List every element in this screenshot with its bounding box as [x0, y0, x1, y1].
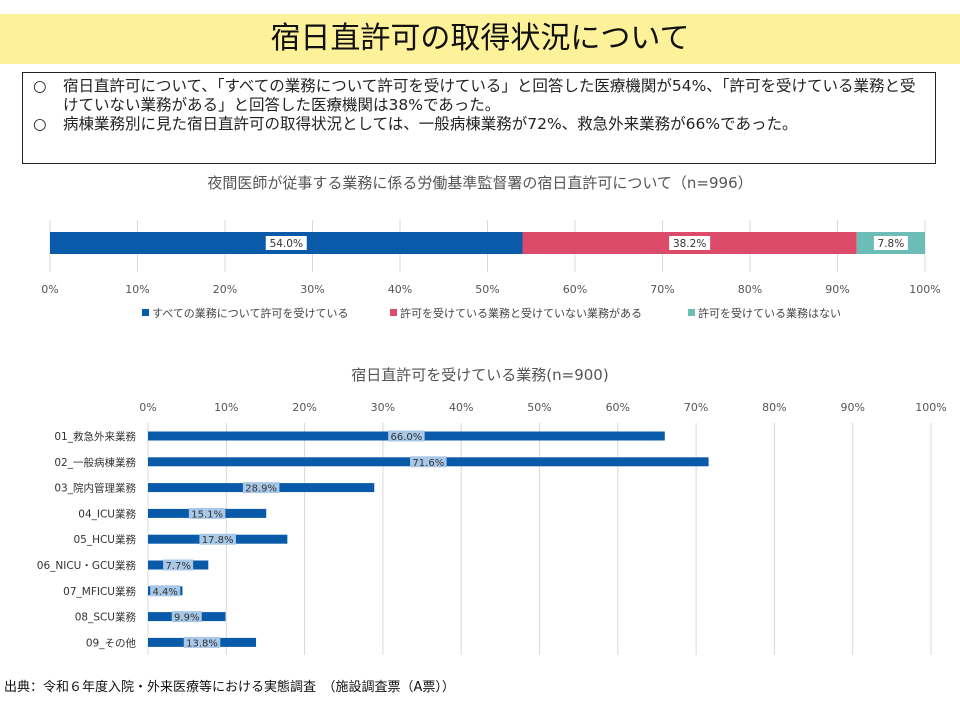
- chart1-legend-swatch: [688, 309, 695, 316]
- summary-bullet: ○: [33, 77, 47, 95]
- chart1-data-label-bg: [265, 236, 307, 250]
- chart2-category-label: 01_救急外来業務: [54, 430, 136, 443]
- chart2-data-label-bg: [199, 533, 236, 545]
- chart2-data-label-bg: [163, 559, 194, 571]
- chart2-tick-label: 30%: [371, 401, 395, 414]
- chart2-data-label: 66.0%: [390, 432, 422, 443]
- chart2-category-label: 03_院内管理業務: [54, 482, 136, 495]
- chart1-legend-label: 許可を受けている業務と受けていない業務がある: [400, 306, 642, 320]
- chart2-category-label: 07_MFICU業務: [63, 585, 136, 598]
- chart2-data-label: 71.6%: [412, 458, 444, 469]
- chart1-tick-label: 80%: [738, 283, 762, 296]
- summary-item: ○ 病棟業務別に見た宿日直許可の取得状況としては、一般病棟業務が72%、救急外来…: [33, 115, 925, 134]
- page-title: 宿日直許可の取得状況について: [270, 21, 690, 56]
- chart2-tick-label: 10%: [214, 401, 238, 414]
- chart1-data-label-bg: [669, 236, 711, 250]
- chart2-data-label-bg: [188, 507, 226, 519]
- chart2-tick-label: 20%: [292, 401, 316, 414]
- title-banner: [0, 14, 960, 64]
- summary-bullet: ○: [33, 115, 47, 133]
- chart1-legend-label: すべての業務について許可を受けている: [152, 306, 348, 320]
- chart2-category-label: 09_その他: [86, 636, 137, 649]
- chart1-tick-label: 100%: [909, 283, 940, 296]
- chart1-legend-swatch: [390, 309, 397, 316]
- chart1-tick-label: 90%: [825, 283, 849, 296]
- chart1-data-label: 54.0%: [270, 238, 303, 250]
- chart1-tick-label: 30%: [300, 283, 324, 296]
- chart2-category-label: 04_ICU業務: [78, 507, 136, 520]
- chart2-category-label: 06_NICU・GCU業務: [37, 559, 137, 572]
- chart1-data-label: 38.2%: [673, 238, 706, 250]
- chart2-tick-label: 0%: [139, 401, 156, 414]
- chart1-tick-label: 10%: [125, 283, 149, 296]
- chart2-tick-label: 80%: [762, 401, 786, 414]
- chart2-tick-label: 90%: [840, 401, 864, 414]
- chart2-data-label: 17.8%: [202, 535, 234, 546]
- chart1-tick-label: 60%: [563, 283, 587, 296]
- chart2-data-label-bg: [183, 636, 221, 648]
- chart1-tick-label: 70%: [650, 283, 674, 296]
- chart2-title: 宿日直許可を受けている業務(n=900): [351, 366, 609, 384]
- chart2-category-label: 08_SCU業務: [75, 611, 137, 624]
- chart2-category-label: 05_HCU業務: [73, 533, 136, 546]
- chart1-title: 夜間医師が従事する業務に係る労働基準監督署の宿日直許可について（n=996）: [207, 174, 753, 192]
- chart1-data-label: 7.8%: [878, 238, 905, 250]
- chart2-data-label-bg: [242, 482, 280, 494]
- chart1-tick-label: 40%: [388, 283, 412, 296]
- chart2-category-label: 02_一般病棟業務: [54, 456, 136, 469]
- summary-text: 病棟業務別に見た宿日直許可の取得状況としては、一般病棟業務が72%、救急外来業務…: [63, 115, 798, 133]
- chart2-tick-label: 100%: [915, 401, 946, 414]
- chart1-tick-label: 20%: [213, 283, 237, 296]
- chart1-legend-label: 許可を受けている業務はない: [698, 306, 841, 320]
- chart1-tick-label: 0%: [41, 283, 58, 296]
- chart1-legend-swatch: [142, 309, 149, 316]
- chart2-data-label-bg: [410, 456, 447, 468]
- chart2-tick-label: 50%: [527, 401, 551, 414]
- summary-box: ○ 宿日直許可について、「すべての業務について許可を受けている」と回答した医療機…: [22, 72, 936, 164]
- summary-text: 宿日直許可について、「すべての業務について許可を受けている」と回答した医療機関が…: [63, 77, 916, 114]
- chart2-data-label-bg: [388, 430, 425, 442]
- chart1-tick-label: 50%: [475, 283, 499, 296]
- chart2-data-label: 7.7%: [165, 561, 190, 572]
- chart2-data-label: 13.8%: [186, 638, 218, 649]
- chart2-data-label-bg: [150, 585, 181, 597]
- chart2-data-label: 28.9%: [245, 484, 277, 495]
- source-note: 出典：令和６年度入院・外来医療等における実態調査 （施設調査票（A票））: [4, 680, 455, 695]
- chart2-data-label: 15.1%: [191, 509, 223, 520]
- chart1-data-label-bg: [873, 236, 908, 250]
- chart2-tick-label: 70%: [684, 401, 708, 414]
- chart2-data-label-bg: [171, 611, 202, 623]
- chart2-tick-label: 60%: [606, 401, 630, 414]
- summary-item: ○ 宿日直許可について、「すべての業務について許可を受けている」と回答した医療機…: [33, 77, 925, 115]
- chart2-data-label: 9.9%: [174, 613, 199, 624]
- chart2-data-label: 4.4%: [153, 587, 178, 598]
- chart2-tick-label: 40%: [449, 401, 473, 414]
